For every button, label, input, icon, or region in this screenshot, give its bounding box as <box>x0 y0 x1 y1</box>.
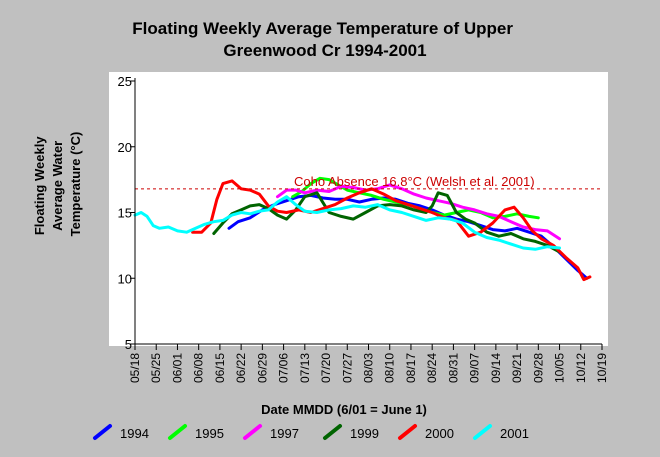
y-axis-ticks: 5 10 15 20 25 <box>118 74 135 352</box>
y-tick-label: 20 <box>118 140 132 155</box>
series-line-2001 <box>133 195 561 251</box>
x-tick-label: 10/19 <box>595 353 609 383</box>
legend-label-1999: 1999 <box>350 426 379 441</box>
x-tick-label: 10/05 <box>553 353 567 383</box>
y-tick-label: 25 <box>118 74 132 89</box>
y-axis-title: Floating Weekly Average Water Temperatur… <box>32 132 83 237</box>
series-lines <box>133 176 592 282</box>
x-tick-label: 09/14 <box>489 353 503 383</box>
y-axis-title-line-3: Temperature (°C) <box>68 132 83 237</box>
plot-area <box>109 72 608 346</box>
x-axis-title: Date MMDD (6/01 = June 1) <box>261 402 427 417</box>
x-tick-label: 09/28 <box>531 353 545 383</box>
legend-swatch-1995 <box>168 424 187 440</box>
x-tick-label: 10/12 <box>574 353 588 383</box>
legend-swatch-1994 <box>93 424 112 440</box>
x-tick-label: 08/10 <box>383 353 397 383</box>
x-tick-label: 07/06 <box>277 353 291 383</box>
x-tick-label: 06/15 <box>213 353 227 383</box>
x-tick-label: 06/29 <box>255 353 269 383</box>
x-tick-label: 07/27 <box>340 353 354 383</box>
x-tick-label: 07/13 <box>298 353 312 383</box>
x-tick-label: 06/08 <box>192 353 206 383</box>
y-tick-label: 10 <box>118 271 132 286</box>
x-axis-ticks: 05/18 05/25 06/01 06/08 06/15 06/22 06/29 07/06… <box>128 344 609 383</box>
legend: 1994 1995 1997 1999 2000 2001 <box>93 424 529 441</box>
chart-title-line-2: Greenwood Cr 1994-2001 <box>223 41 426 60</box>
x-tick-label: 06/22 <box>234 353 248 383</box>
chart-title: Floating Weekly Average Temperature of U… <box>132 19 517 60</box>
legend-label-1997: 1997 <box>270 426 299 441</box>
legend-label-2001: 2001 <box>500 426 529 441</box>
x-tick-label: 06/01 <box>170 353 184 383</box>
x-tick-label: 07/20 <box>319 353 333 383</box>
y-tick-label: 5 <box>125 337 132 352</box>
legend-label-1995: 1995 <box>195 426 224 441</box>
legend-label-1994: 1994 <box>120 426 149 441</box>
y-axis-title-line-2: Average Water <box>50 141 65 231</box>
threshold-group: Coho Absence 16.8°C (Welsh et al. 2001) <box>135 174 600 190</box>
legend-swatch-2001 <box>473 424 492 440</box>
series-line-1999 <box>212 191 561 254</box>
x-tick-label: 05/18 <box>128 353 142 383</box>
x-tick-label: 08/17 <box>404 353 418 383</box>
x-tick-label: 09/21 <box>510 353 524 383</box>
legend-swatch-1997 <box>243 424 262 440</box>
x-tick-label: 08/03 <box>362 353 376 383</box>
chart-title-line-1: Floating Weekly Average Temperature of U… <box>132 19 513 38</box>
legend-swatch-2000 <box>398 424 417 440</box>
y-tick-label: 15 <box>118 206 132 221</box>
threshold-label: Coho Absence 16.8°C (Welsh et al. 2001) <box>294 174 535 189</box>
x-tick-label: 05/25 <box>149 353 163 383</box>
x-tick-label: 08/31 <box>446 353 460 383</box>
legend-swatch-1999 <box>323 424 342 440</box>
y-axis-title-line-1: Floating Weekly <box>32 136 47 235</box>
x-tick-label: 08/24 <box>425 353 439 383</box>
legend-label-2000: 2000 <box>425 426 454 441</box>
series-line-1997 <box>276 183 561 241</box>
x-tick-label: 09/07 <box>468 353 482 383</box>
